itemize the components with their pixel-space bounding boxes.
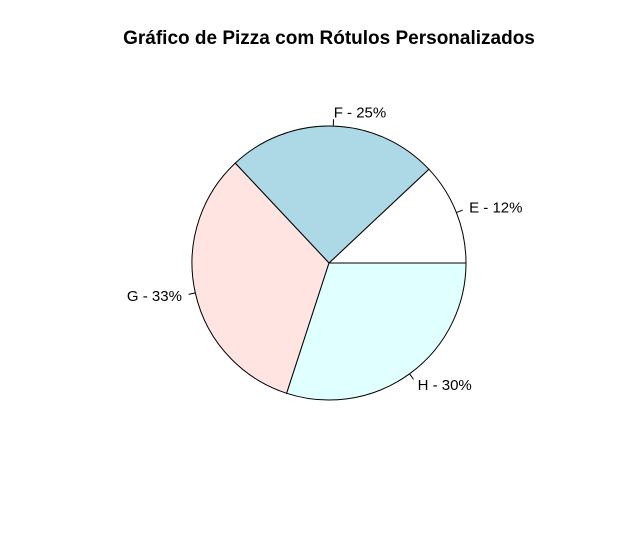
label-tick [188, 292, 196, 295]
label-tick [409, 373, 414, 380]
pie-slice [327, 168, 467, 264]
label-tick [456, 209, 463, 214]
pie-slice [191, 162, 330, 394]
slice-label: E - 12% [469, 200, 522, 217]
pie-slice [234, 125, 430, 264]
slice-label: G - 33% [127, 288, 182, 305]
slice-label: H - 30% [418, 377, 472, 394]
pie-slice [286, 262, 467, 401]
chart-title: Gráfico de Pizza com Rótulos Personaliza… [123, 28, 535, 49]
slice-label: F - 25% [334, 104, 387, 121]
